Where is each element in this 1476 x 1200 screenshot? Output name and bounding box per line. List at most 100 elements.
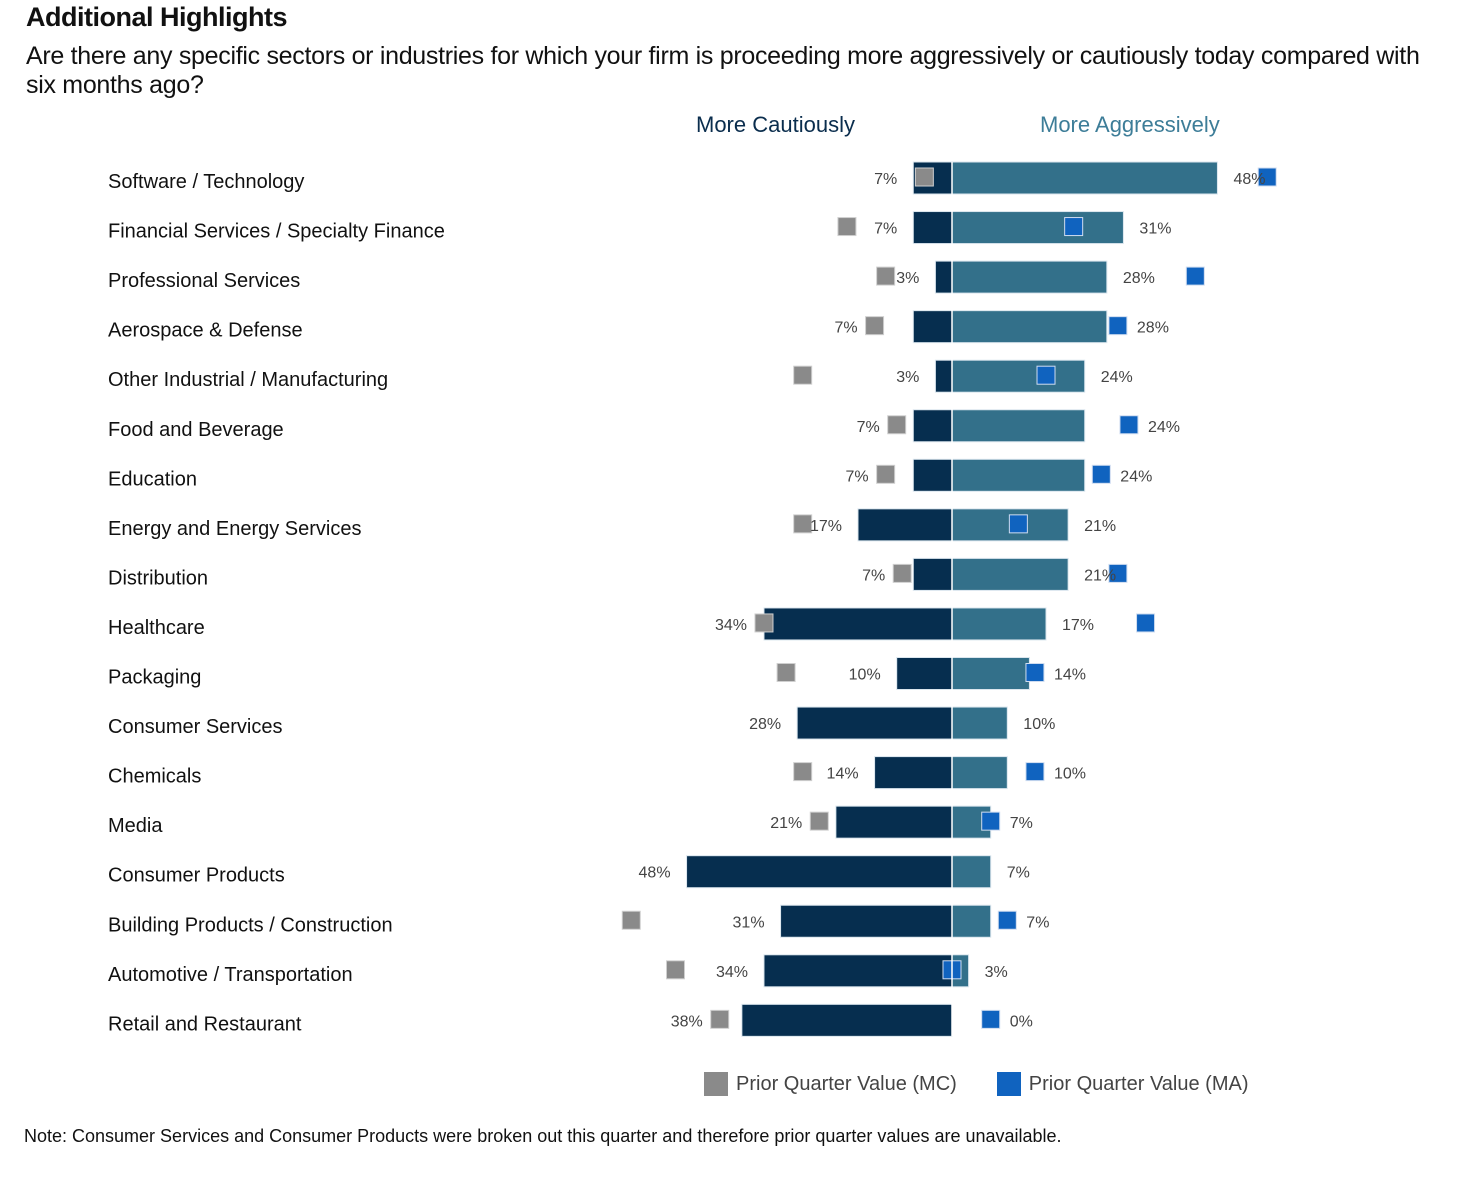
bar-aggressive-distribution xyxy=(951,557,1069,591)
bar-aggressive-consumer-products xyxy=(951,855,992,889)
prior-ma-marker-financial-services-specialty-finance xyxy=(1064,217,1084,237)
bar-cautious-education xyxy=(912,458,953,492)
prior-ma-marker-packaging xyxy=(1025,663,1045,682)
value-label-cautious-education: 7% xyxy=(846,468,869,485)
footnote: Note: Consumer Services and Consumer Pro… xyxy=(24,1126,1062,1146)
category-label-distribution: Distribution xyxy=(108,567,208,589)
prior-ma-marker-media xyxy=(981,811,1001,831)
bar-cautious-consumer-products xyxy=(686,855,953,889)
value-label-aggressive-packaging: 14% xyxy=(1054,667,1086,684)
value-label-aggressive-automotive-transportation: 3% xyxy=(985,964,1008,981)
bar-cautious-media xyxy=(835,805,953,839)
value-label-aggressive-software-technology: 48% xyxy=(1233,171,1265,188)
prior-ma-marker-food-and-beverage xyxy=(1119,415,1139,435)
value-label-aggressive-other-industrial-manufacturing: 24% xyxy=(1101,369,1133,386)
category-label-consumer-services: Consumer Services xyxy=(108,716,283,738)
value-label-aggressive-aerospace-defense: 28% xyxy=(1137,320,1169,337)
prior-mc-marker-other-industrial-manufacturing xyxy=(793,365,813,385)
value-label-aggressive-healthcare: 17% xyxy=(1062,617,1094,634)
value-label-cautious-professional-services: 3% xyxy=(896,270,919,287)
value-label-aggressive-professional-services: 28% xyxy=(1123,270,1155,287)
bar-aggressive-healthcare xyxy=(951,607,1047,641)
value-label-cautious-consumer-services: 28% xyxy=(749,716,781,733)
category-label-packaging: Packaging xyxy=(108,667,201,689)
prior-mc-marker-automotive-transportation xyxy=(666,960,685,980)
value-label-aggressive-media: 7% xyxy=(1010,815,1033,832)
prior-ma-marker-professional-services xyxy=(1185,266,1205,286)
bar-cautious-professional-services xyxy=(934,260,953,294)
bar-aggressive-packaging xyxy=(951,657,1030,690)
category-label-other-industrial-manufacturing: Other Industrial / Manufacturing xyxy=(108,369,388,391)
legend: Prior Quarter Value (MC) Prior Quarter V… xyxy=(704,1072,1288,1096)
value-label-cautious-financial-services-specialty-finance: 7% xyxy=(874,221,897,238)
category-label-healthcare: Healthcare xyxy=(108,617,205,639)
prior-ma-marker-education xyxy=(1091,464,1111,484)
category-label-retail-and-restaurant: Retail and Restaurant xyxy=(108,1013,302,1035)
legend-swatch-ma xyxy=(996,1072,1021,1096)
category-label-education: Education xyxy=(108,468,197,490)
prior-mc-marker-professional-services xyxy=(876,266,896,286)
value-label-cautious-food-and-beverage: 7% xyxy=(857,419,880,436)
page-title: Additional Highlights xyxy=(26,2,287,32)
value-label-cautious-energy-and-energy-services: 17% xyxy=(810,518,842,535)
value-label-cautious-retail-and-restaurant: 38% xyxy=(671,1013,703,1030)
bar-cautious-retail-and-restaurant xyxy=(741,1003,953,1037)
category-label-aerospace-defense: Aerospace & Defense xyxy=(108,320,303,342)
bar-cautious-other-industrial-manufacturing xyxy=(934,359,953,393)
bar-aggressive-aerospace-defense xyxy=(951,310,1108,344)
value-label-aggressive-food-and-beverage: 24% xyxy=(1148,419,1180,436)
value-label-cautious-media: 21% xyxy=(770,815,802,832)
value-label-cautious-distribution: 7% xyxy=(862,567,885,584)
category-label-building-products-construction: Building Products / Construction xyxy=(108,914,393,936)
value-label-aggressive-retail-and-restaurant: 0% xyxy=(1010,1013,1033,1030)
legend-item-ma: Prior Quarter Value (MA) xyxy=(996,1072,1249,1096)
legend-item-mc: Prior Quarter Value (MC) xyxy=(704,1072,957,1096)
value-label-cautious-healthcare: 34% xyxy=(715,617,747,634)
bar-aggressive-professional-services xyxy=(951,260,1108,294)
bar-aggressive-chemicals xyxy=(951,756,1008,790)
prior-mc-marker-chemicals xyxy=(793,762,813,782)
prior-mc-marker-education xyxy=(876,464,896,484)
legend-label-ma: Prior Quarter Value (MA) xyxy=(1028,1072,1249,1095)
category-label-media: Media xyxy=(108,815,163,837)
value-label-aggressive-consumer-products: 7% xyxy=(1007,865,1030,882)
bar-cautious-food-and-beverage xyxy=(912,409,953,443)
category-label-automotive-transportation: Automotive / Transportation xyxy=(108,964,353,986)
legend-label-mc: Prior Quarter Value (MC) xyxy=(736,1072,957,1095)
bar-cautious-healthcare xyxy=(763,607,953,641)
value-label-aggressive-energy-and-energy-services: 21% xyxy=(1084,518,1116,535)
prior-ma-marker-chemicals xyxy=(1025,762,1045,782)
prior-ma-marker-healthcare xyxy=(1136,613,1156,633)
prior-mc-marker-software-technology xyxy=(914,167,934,187)
legend-swatch-mc xyxy=(704,1072,728,1096)
prior-ma-marker-other-industrial-manufacturing xyxy=(1036,365,1056,385)
category-label-professional-services: Professional Services xyxy=(108,270,300,292)
value-label-cautious-other-industrial-manufacturing: 3% xyxy=(896,369,919,386)
prior-ma-marker-retail-and-restaurant xyxy=(981,1009,1001,1029)
prior-mc-marker-energy-and-energy-services xyxy=(793,514,813,534)
bar-aggressive-software-technology xyxy=(951,161,1218,195)
survey-question: Are there any specific sectors or indust… xyxy=(26,42,1420,99)
value-label-aggressive-distribution: 21% xyxy=(1084,567,1116,584)
prior-ma-marker-building-products-construction xyxy=(997,910,1017,930)
value-label-cautious-consumer-products: 48% xyxy=(639,865,671,882)
diverging-bar-chart: Software / Technology 7% 48% Financial Serv… xyxy=(108,161,1277,1037)
bar-cautious-distribution xyxy=(912,557,953,591)
bar-aggressive-consumer-services xyxy=(951,706,1008,740)
bar-cautious-energy-and-energy-services xyxy=(857,508,953,542)
prior-ma-marker-distribution xyxy=(1108,563,1128,583)
prior-mc-marker-food-and-beverage xyxy=(887,415,907,435)
value-label-aggressive-education: 24% xyxy=(1120,468,1152,485)
category-label-energy-and-energy-services: Energy and Energy Services xyxy=(108,518,361,540)
prior-mc-marker-media xyxy=(809,811,829,831)
bar-aggressive-building-products-construction xyxy=(951,904,992,938)
category-label-chemicals: Chemicals xyxy=(108,766,201,788)
bar-cautious-automotive-transportation xyxy=(763,954,953,988)
prior-mc-marker-building-products-construction xyxy=(621,910,641,930)
bar-cautious-aerospace-defense xyxy=(912,310,953,344)
prior-mc-marker-distribution xyxy=(892,563,912,583)
bar-aggressive-financial-services-specialty-finance xyxy=(951,211,1124,245)
header-more-cautiously: More Cautiously xyxy=(696,112,855,137)
category-label-financial-services-specialty-finance: Financial Services / Specialty Finance xyxy=(108,221,445,243)
bar-cautious-packaging xyxy=(896,657,953,690)
